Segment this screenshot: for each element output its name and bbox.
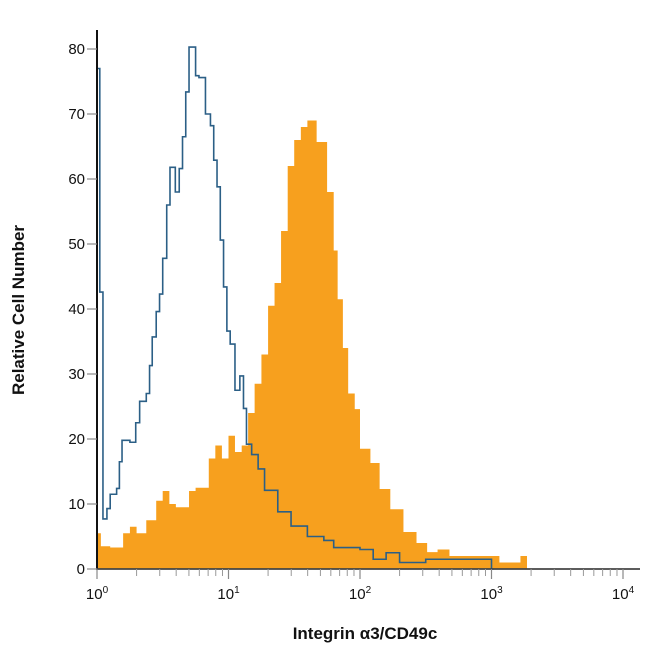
y-tick-label: 50 xyxy=(68,236,85,253)
axes-layer: 0 10 20 30 40 50 60 70 80 100 101 102 103 104 xyxy=(68,30,640,603)
y-tick-label: 70 xyxy=(68,106,85,123)
y-tick-label: 80 xyxy=(68,41,85,58)
y-tick-label: 30 xyxy=(68,366,85,383)
y-tick-label: 20 xyxy=(68,431,85,448)
x-tick-label: 104 xyxy=(612,585,635,603)
x-tick-label: 103 xyxy=(480,585,503,603)
y-tick-label: 10 xyxy=(68,496,85,513)
x-tick-label: 101 xyxy=(217,585,240,603)
y-tick-label: 0 xyxy=(77,561,85,578)
series-layer xyxy=(97,46,530,570)
y-tick-label: 40 xyxy=(68,301,85,318)
histogram-outline-series xyxy=(97,46,494,570)
x-tick-label: 102 xyxy=(349,585,372,603)
y-tick-label: 60 xyxy=(68,171,85,188)
y-axis-title: Relative Cell Number xyxy=(9,225,28,395)
x-tick-label: 100 xyxy=(86,585,109,603)
x-axis-title: Integrin α3/CD49c xyxy=(293,624,438,643)
histogram-filled-series xyxy=(97,120,530,569)
